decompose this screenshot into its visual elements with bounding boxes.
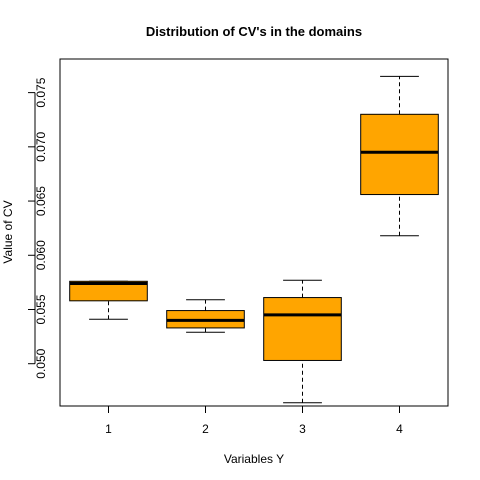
x-tick-label: 4 [396, 422, 403, 436]
box-body [69, 280, 148, 302]
box-2 [166, 299, 245, 333]
x-axis-label: Variables Y [224, 452, 284, 466]
chart-marks: 0.050 0.055 0.060 0.065 0.070 0.075 1 2 3 4 [28, 75, 439, 436]
box-4 [360, 75, 439, 237]
y-tick-label: 0.070 [34, 131, 48, 161]
x-tick-label: 2 [202, 422, 209, 436]
box-1 [69, 280, 148, 320]
box-body [360, 113, 439, 196]
y-tick-label: 0.055 [34, 294, 48, 324]
box-body [263, 297, 342, 361]
y-tick-label: 0.060 [34, 240, 48, 270]
x-tick-label: 3 [299, 422, 306, 436]
plot-frame [59, 58, 449, 407]
chart-title: Distribution of CV's in the domains [146, 24, 362, 39]
y-tick-label: 0.075 [34, 77, 48, 107]
y-tick-label: 0.065 [34, 186, 48, 216]
x-tick-label: 1 [105, 422, 112, 436]
y-axis-label: Value of CV [1, 200, 15, 263]
box-3 [263, 279, 342, 404]
y-tick-label: 0.050 [34, 348, 48, 378]
